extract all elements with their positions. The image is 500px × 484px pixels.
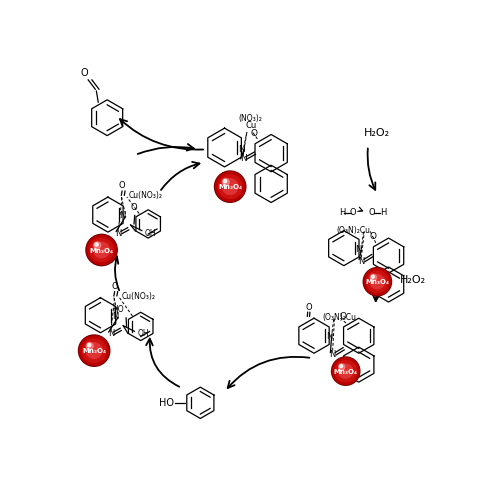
- Circle shape: [335, 361, 356, 382]
- Text: O: O: [112, 282, 118, 291]
- Text: N: N: [120, 211, 126, 220]
- Circle shape: [218, 175, 242, 198]
- Text: N: N: [108, 330, 114, 338]
- Circle shape: [372, 275, 374, 278]
- Circle shape: [95, 243, 98, 246]
- Text: H₂O₂: H₂O₂: [364, 128, 390, 137]
- Text: (O₃N)₂Cu: (O₃N)₂Cu: [322, 313, 356, 321]
- Circle shape: [370, 274, 376, 281]
- Text: N: N: [240, 154, 246, 163]
- Circle shape: [363, 268, 392, 296]
- Text: N: N: [112, 312, 118, 321]
- Text: O: O: [368, 208, 375, 217]
- Circle shape: [78, 335, 110, 366]
- Text: O: O: [80, 68, 88, 78]
- Text: O: O: [370, 232, 376, 242]
- Circle shape: [82, 339, 106, 363]
- Circle shape: [86, 343, 93, 349]
- Text: O: O: [251, 129, 258, 138]
- Circle shape: [94, 242, 110, 258]
- Text: O: O: [350, 208, 356, 217]
- Circle shape: [86, 343, 102, 359]
- Text: H: H: [339, 208, 345, 217]
- Circle shape: [94, 242, 100, 249]
- Text: Cu: Cu: [245, 121, 256, 130]
- Circle shape: [87, 235, 116, 265]
- Text: O: O: [130, 203, 137, 212]
- Circle shape: [364, 269, 390, 295]
- Circle shape: [340, 365, 342, 367]
- Text: N: N: [326, 333, 332, 341]
- Text: N: N: [115, 229, 121, 238]
- Text: HO: HO: [112, 305, 124, 314]
- Circle shape: [222, 179, 229, 185]
- Text: N: N: [330, 350, 336, 359]
- Circle shape: [80, 336, 108, 365]
- Text: N: N: [356, 245, 362, 254]
- Circle shape: [224, 180, 226, 183]
- Circle shape: [332, 357, 360, 385]
- Circle shape: [214, 171, 246, 202]
- Text: Mn₃O₄: Mn₃O₄: [82, 348, 106, 354]
- Text: (O₃N)₂Cu: (O₃N)₂Cu: [336, 226, 370, 235]
- Text: N: N: [238, 145, 244, 154]
- Circle shape: [216, 172, 244, 201]
- Text: O: O: [119, 182, 126, 190]
- Circle shape: [338, 364, 353, 378]
- Circle shape: [338, 364, 345, 370]
- Circle shape: [332, 358, 359, 384]
- Text: OH: OH: [138, 330, 149, 338]
- Circle shape: [370, 274, 384, 289]
- Text: (NO₃)₂: (NO₃)₂: [238, 114, 262, 123]
- Circle shape: [366, 271, 388, 292]
- Text: Mn₃O₄: Mn₃O₄: [218, 184, 242, 190]
- Text: O: O: [305, 302, 312, 312]
- Circle shape: [222, 179, 238, 195]
- Text: Cu(NO₃)₂: Cu(NO₃)₂: [129, 192, 163, 200]
- Text: Cu(NO₃)₂: Cu(NO₃)₂: [122, 292, 156, 301]
- Text: HO: HO: [158, 398, 174, 408]
- Text: OH: OH: [145, 229, 156, 238]
- Text: Mn₃O₄: Mn₃O₄: [334, 369, 357, 375]
- Text: Mn₃O₄: Mn₃O₄: [90, 248, 114, 254]
- Circle shape: [86, 234, 117, 266]
- Text: O: O: [340, 313, 346, 321]
- Circle shape: [88, 344, 90, 347]
- Text: H: H: [380, 208, 386, 217]
- Text: H₂O₂: H₂O₂: [400, 275, 426, 285]
- Text: N: N: [358, 257, 364, 266]
- Circle shape: [90, 238, 114, 262]
- Text: Mn₃O₄: Mn₃O₄: [366, 279, 390, 286]
